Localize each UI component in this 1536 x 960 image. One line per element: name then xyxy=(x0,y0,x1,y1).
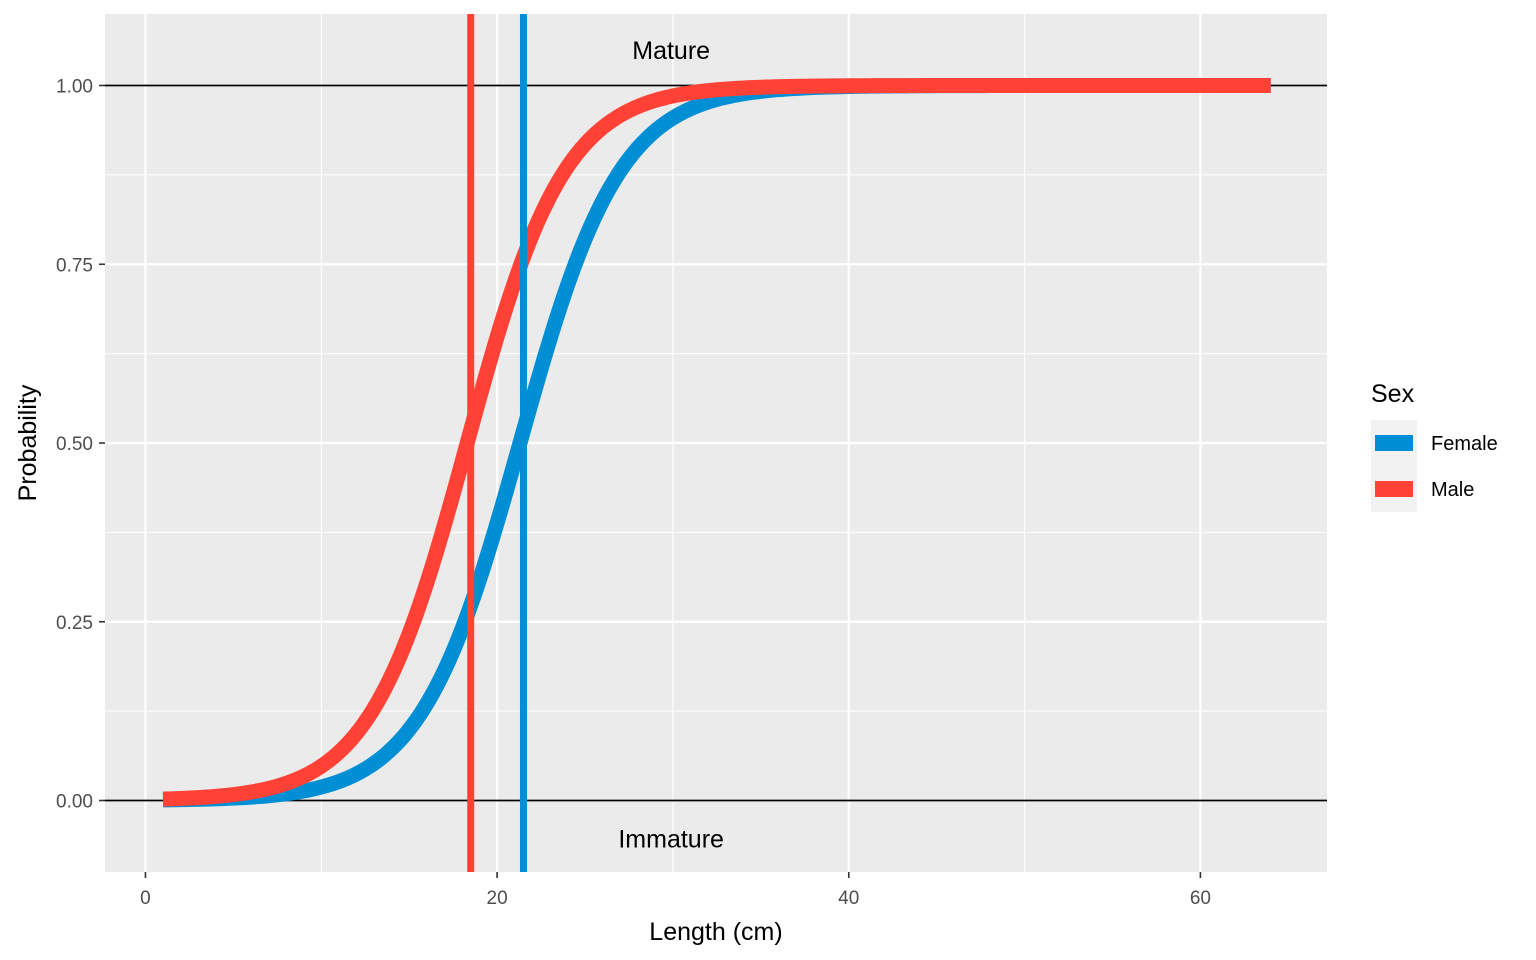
y-tick-label: 1.00 xyxy=(56,77,93,98)
l50-vlines xyxy=(467,14,527,872)
legend-title: Sex xyxy=(1371,380,1415,408)
legend: Sex Female Male xyxy=(1371,380,1498,512)
x-tick-label: 60 xyxy=(1190,888,1211,909)
x-tick-label: 0 xyxy=(140,888,151,909)
x-tick-label: 40 xyxy=(838,888,859,909)
y-axis-ticks: 0.00 0.25 0.50 0.75 1.00 xyxy=(56,77,105,813)
curves xyxy=(158,78,1276,808)
y-tick-label: 0.50 xyxy=(56,434,93,455)
y-tick-label: 0.00 xyxy=(56,792,93,813)
annotation-mature: Mature xyxy=(632,37,710,65)
annotation-immature: Immature xyxy=(618,825,724,853)
legend-label-female: Female xyxy=(1431,433,1498,455)
y-axis-title: Probability xyxy=(14,384,42,501)
y-tick-label: 0.75 xyxy=(56,255,93,276)
series-line-male xyxy=(158,78,1276,807)
x-axis-ticks: 0 20 40 60 xyxy=(140,872,1211,909)
annotations: Mature Immature xyxy=(618,37,724,854)
legend-swatch-female xyxy=(1375,435,1413,451)
legend-label-male: Male xyxy=(1431,479,1474,501)
legend-swatch-male xyxy=(1375,481,1413,497)
x-axis-title: Length (cm) xyxy=(649,918,782,946)
x-tick-label: 20 xyxy=(487,888,508,909)
y-tick-label: 0.25 xyxy=(56,613,93,634)
